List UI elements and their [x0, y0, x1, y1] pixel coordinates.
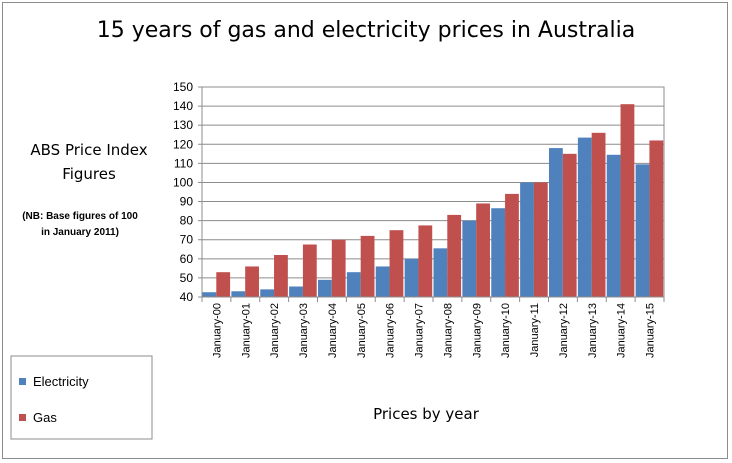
bar-electricity [202, 292, 217, 297]
x-tick-label: January-04 [327, 303, 339, 358]
x-tick-label: January-09 [471, 303, 483, 358]
x-tick-label: January-02 [269, 303, 281, 358]
bar-gas [562, 153, 577, 297]
bar-gas [389, 230, 404, 297]
bar-gas [591, 132, 606, 297]
y-tick-label: 130 [173, 118, 193, 132]
bar-electricity [606, 154, 621, 297]
bar-electricity [260, 289, 275, 297]
bars [202, 104, 664, 297]
x-tick-label: January-08 [442, 303, 454, 358]
y-tick-label: 70 [180, 233, 194, 247]
axes: 40 50 60 70 80 90 100 110 120 130 140 150 January-00… [173, 80, 665, 358]
base-note-line-1: (NB: Base figures of 100 [22, 211, 138, 222]
y-tick-label: 40 [180, 290, 194, 304]
bar-electricity [520, 182, 534, 297]
y-tick-label: 60 [180, 252, 194, 266]
bar-electricity [318, 279, 332, 297]
legend-label-electricity: Electricity [33, 374, 89, 389]
bar-electricity [577, 137, 592, 297]
bar-gas [274, 255, 288, 297]
legend-swatch-gas [19, 414, 26, 421]
x-tick-label: January-03 [298, 303, 310, 358]
x-tick-label: January-06 [385, 303, 397, 358]
x-tick-label: January-12 [558, 303, 570, 358]
x-tick-label: January-11 [529, 303, 541, 357]
legend: Electricity Gas [10, 355, 153, 440]
bar-electricity [231, 291, 246, 297]
x-tick-label: January-07 [414, 303, 426, 358]
bar-gas [302, 244, 317, 297]
x-axis-label: Prices by year [373, 405, 480, 423]
y-axis-label-line-2: Figures [62, 165, 116, 183]
base-note-line-2: in January 2011) [41, 227, 119, 238]
y-axis-label-line-1: ABS Price Index [30, 141, 147, 159]
bar-gas [331, 239, 346, 297]
y-tick-label: 100 [173, 175, 193, 189]
bar-gas [245, 266, 259, 297]
y-tick-label: 140 [173, 99, 193, 113]
x-tick-label: January-01 [240, 303, 252, 358]
legend-box [10, 355, 153, 440]
x-tick-label: January-15 [645, 303, 657, 358]
legend-swatch-electricity [19, 378, 26, 385]
bar-electricity [549, 148, 563, 297]
bar-electricity [375, 266, 390, 297]
chart-title: 15 years of gas and electricity prices i… [97, 18, 635, 43]
bar-gas [620, 104, 635, 297]
y-tick-label: 90 [180, 195, 194, 209]
x-tick-label: January-05 [356, 303, 368, 358]
bar-electricity [289, 286, 303, 297]
bar-electricity [462, 220, 477, 297]
bar-gas [505, 193, 519, 297]
x-tick-label: January-13 [587, 303, 599, 358]
bar-electricity [433, 248, 448, 297]
bar-gas [533, 182, 548, 297]
y-tick-label: 80 [180, 214, 194, 228]
bar-electricity [491, 208, 506, 297]
x-tick-label: January-10 [500, 303, 512, 358]
y-tick-label: 50 [180, 271, 194, 285]
x-tick-label: January-00 [211, 303, 223, 358]
bar-electricity [346, 272, 361, 297]
bar-gas [360, 235, 375, 297]
x-tick-label: January-14 [616, 303, 628, 358]
y-tick-label: 110 [174, 156, 193, 170]
bar-gas [447, 214, 462, 297]
bar-gas [649, 140, 664, 297]
bar-electricity [404, 258, 419, 297]
legend-label-gas: Gas [33, 410, 57, 425]
bar-electricity [635, 164, 650, 297]
bar-gas [216, 272, 231, 297]
y-tick-label: 120 [173, 137, 193, 151]
bar-gas [418, 225, 433, 297]
bar-gas [476, 203, 490, 297]
y-tick-label: 150 [173, 80, 193, 94]
